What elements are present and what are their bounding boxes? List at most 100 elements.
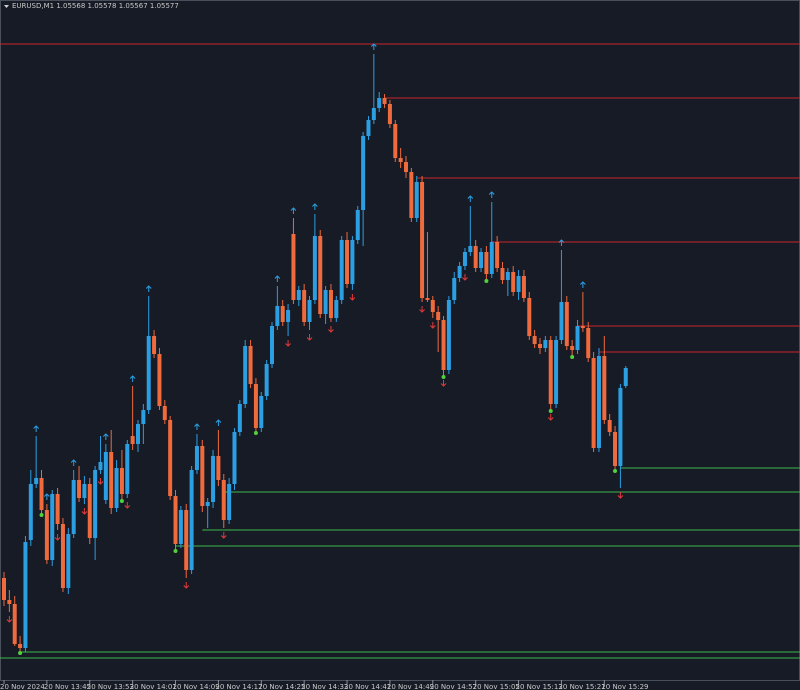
signal-dot — [39, 513, 44, 517]
x-tick-label: 20 Nov 15:29 — [601, 683, 648, 690]
candle-body — [23, 542, 28, 648]
candle-body — [259, 396, 264, 428]
down-arrow — [462, 274, 468, 281]
down-arrow — [617, 492, 624, 499]
candle-body — [377, 98, 382, 108]
x-tick-label: 20 Nov 14:49 — [387, 683, 434, 690]
candle-body — [243, 346, 248, 404]
candle-body — [71, 480, 76, 534]
signal-dot — [253, 431, 258, 435]
down-arrow — [183, 582, 190, 589]
candle-body — [60, 524, 65, 588]
candle-body — [157, 354, 162, 406]
candle-body — [468, 246, 473, 252]
candle-body — [511, 272, 516, 292]
candle-body — [479, 252, 484, 268]
candle-body — [93, 470, 98, 538]
up-arrow — [70, 459, 77, 466]
candle-body — [82, 484, 87, 498]
down-arrow — [220, 532, 227, 539]
candle-body — [473, 246, 478, 268]
candle-body — [50, 494, 55, 560]
candle-body — [484, 252, 489, 274]
candle-body — [580, 326, 585, 328]
down-arrow — [349, 294, 356, 301]
candle-body — [302, 290, 307, 322]
signal-dot — [441, 375, 446, 379]
signal-dot — [570, 355, 575, 359]
down-arrow — [306, 334, 313, 341]
candle-body — [2, 578, 6, 600]
candle-body — [87, 484, 92, 538]
candle-body — [130, 436, 135, 444]
candle-body — [500, 268, 505, 280]
up-arrow — [33, 425, 40, 432]
candle-body — [404, 162, 408, 172]
candle-body — [286, 310, 291, 322]
x-tick-label: 20 Nov 15:13 — [516, 683, 563, 690]
candle-body — [339, 240, 344, 300]
candle-body — [586, 328, 591, 358]
candle-body — [141, 410, 146, 424]
candle-body — [136, 424, 140, 444]
down-arrow — [547, 414, 554, 421]
down-arrow — [328, 326, 334, 333]
x-tick-label: 20 Nov 13:45 — [44, 683, 91, 690]
candle-body — [328, 290, 333, 318]
up-arrow — [370, 43, 377, 50]
menu-triangle[interactable] — [4, 5, 9, 8]
signal-dot — [18, 651, 23, 655]
candle-body — [173, 496, 178, 544]
down-arrow — [6, 616, 13, 623]
candle-body — [425, 298, 430, 300]
candle-body — [350, 240, 355, 284]
candle-body — [618, 388, 623, 466]
candle-body — [436, 312, 441, 320]
candle-body — [253, 384, 258, 428]
candle-body — [591, 358, 596, 448]
x-tick-label: 20 Nov 14:33 — [301, 683, 348, 690]
x-tick-label: 20 Nov 15:21 — [558, 683, 605, 690]
down-arrow — [81, 508, 88, 515]
signal-dot — [613, 469, 618, 473]
candle-body — [430, 300, 435, 312]
candle-body — [280, 306, 285, 322]
candle-body — [532, 336, 537, 344]
signal-dot — [119, 499, 124, 503]
candle-body — [98, 462, 103, 470]
candle-body — [162, 406, 167, 420]
candle-body — [602, 356, 607, 420]
candle-body — [178, 510, 183, 544]
candle-body — [323, 290, 328, 314]
candle-body — [12, 604, 17, 644]
down-arrow — [429, 322, 436, 329]
candle-body — [538, 344, 542, 348]
candle-body — [194, 446, 199, 470]
candle-body — [275, 306, 280, 326]
candle-body — [495, 242, 500, 268]
up-arrow — [194, 423, 200, 430]
candle-body — [607, 420, 612, 432]
up-arrow — [558, 239, 565, 246]
candle-body — [570, 346, 575, 350]
candle-body — [77, 480, 82, 498]
candle-body — [361, 136, 366, 210]
candle-body — [125, 444, 130, 494]
candle-body — [216, 456, 221, 480]
candle-body — [446, 300, 451, 370]
candle-body — [184, 510, 189, 570]
candle-body — [543, 340, 548, 348]
candle-body — [211, 456, 216, 502]
candle-body — [527, 298, 532, 336]
signal-dot — [548, 409, 553, 413]
candle-body — [441, 320, 446, 370]
candle-body — [237, 404, 242, 432]
last-low: 1.05567 — [119, 2, 148, 10]
down-arrow — [419, 306, 425, 313]
down-arrow — [285, 340, 291, 347]
up-arrow — [488, 191, 495, 198]
down-arrow — [440, 380, 447, 387]
candle-body — [146, 336, 151, 410]
